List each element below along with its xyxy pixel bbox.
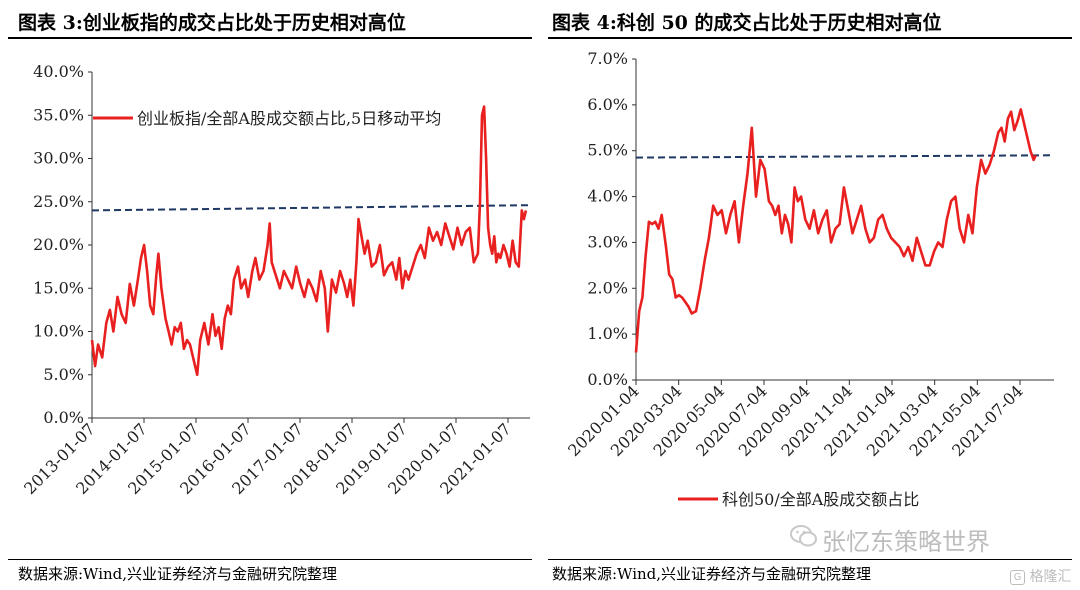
wechat-icon (790, 525, 817, 547)
y-tick-label: 3.0% (587, 232, 628, 251)
y-tick-label: 35.0% (33, 105, 84, 124)
left-bottom-rule (8, 559, 532, 560)
left-figure-panel: 图表 3:创业板指的成交占比处于历史相对高位 0.0% 5.0% 10.0% 15.0… (8, 12, 532, 583)
right-figure-panel: 图表 4:科创 50 的成交占比处于历史相对高位 0.0% 1.0% 2.0% 3.0… (540, 0, 1080, 590)
brand-logo: G 格隆汇 (1010, 566, 1071, 586)
series-line (90, 105, 528, 377)
y-tick-label: 15.0% (33, 278, 84, 297)
right-bottom-rule (548, 559, 1072, 560)
y-tick-label: 20.0% (33, 235, 84, 254)
y-tick-label: 7.0% (587, 49, 628, 68)
right-line-chart: 0.0%1.0%2.0%3.0%4.0%5.0%6.0%7.0%2020-01-… (564, 49, 1054, 509)
y-tick-label: 5.0% (587, 141, 628, 160)
brand-logo-text: 格隆汇 (1029, 569, 1072, 585)
reference-line-dashed (91, 204, 529, 212)
legend-label: 科创50/全部A股成交额占比 (722, 490, 919, 509)
y-tick-label: 4.0% (587, 187, 628, 206)
brand-logo-mark: G (1010, 569, 1025, 585)
left-line-chart: 0.0% 5.0% 10.0% 15.0% 20.0% 25.0% 30.0% 35.0% 40… (20, 62, 530, 498)
y-tick-label: 25.0% (33, 192, 84, 211)
right-figure-title: 图表 4:科创 50 的成交占比处于历史相对高位 (552, 12, 942, 34)
y-tick-label: 0.0% (587, 370, 628, 389)
right-top-rule (548, 37, 1072, 39)
series-line (634, 108, 1037, 353)
watermark-text: 张忆东策略世界 (822, 528, 990, 556)
y-tick-label: 10.0% (33, 322, 84, 341)
y-tick-label: 40.0% (33, 62, 84, 81)
y-tick-label: 1.0% (587, 324, 628, 343)
left-top-rule (8, 37, 532, 39)
left-source-note: 数据来源:Wind,兴业证券经济与金融研究院整理 (18, 565, 338, 583)
y-tick-label: 2.0% (587, 278, 628, 297)
left-figure-title: 图表 3:创业板指的成交占比处于历史相对高位 (18, 12, 406, 34)
y-tick-label: 5.0% (43, 365, 84, 384)
y-tick-label: 0.0% (43, 408, 84, 427)
y-tick-label: 30.0% (33, 149, 84, 168)
legend-label: 创业板指/全部A股成交额占比,5日移动平均 (137, 109, 441, 128)
reference-line-dashed (635, 154, 1053, 159)
y-tick-label: 6.0% (587, 95, 628, 114)
right-source-note: 数据来源:Wind,兴业证券经济与金融研究院整理 (552, 565, 872, 583)
